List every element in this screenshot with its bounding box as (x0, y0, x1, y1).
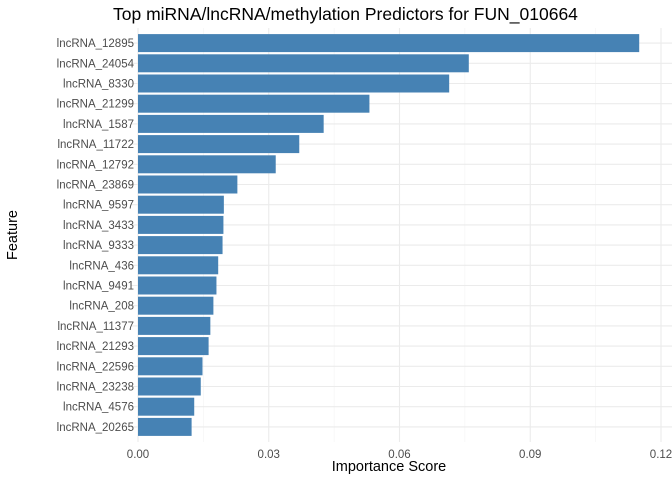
y-tick-label: lncRNA_12792 (57, 159, 134, 171)
x-axis-title: Importance Score (332, 459, 446, 475)
bar-lncRNA_12895 (138, 34, 640, 53)
bar-lncRNA_24054 (138, 54, 469, 73)
bar-lncRNA_23238 (138, 377, 201, 396)
y-tick-label: lncRNA_1587 (63, 119, 134, 131)
x-tick-label: 0.09 (519, 449, 541, 461)
y-tick-label: lncRNA_22596 (57, 361, 134, 373)
y-tick-label: lncRNA_20265 (57, 422, 134, 434)
y-tick-label: lncRNA_12895 (57, 38, 134, 50)
x-tick-label: 0.12 (650, 449, 672, 461)
bar-lncRNA_23869 (138, 175, 238, 194)
y-tick-label: lncRNA_11722 (57, 139, 134, 151)
bar-lncRNA_22596 (138, 357, 203, 376)
y-tick-labels: lncRNA_12895 lncRNA_24054 lncRNA_8330 lncRN… (57, 38, 135, 434)
y-tick-label: lncRNA_9491 (63, 281, 134, 293)
y-tick-label: lncRNA_23869 (57, 180, 134, 192)
bar-lncRNA_3433 (138, 215, 224, 234)
bar-lncRNA_20265 (138, 417, 192, 436)
y-axis-title: Feature (5, 210, 21, 260)
y-tick-label: lncRNA_4576 (63, 402, 134, 414)
y-tick-label: lncRNA_8330 (63, 79, 134, 91)
y-tick-label: lncRNA_21293 (57, 341, 134, 353)
y-tick-label: lncRNA_208 (69, 301, 134, 313)
x-tick-labels: 0.00 0.03 0.06 0.09 0.12 (127, 449, 672, 461)
bar-lncRNA_436 (138, 256, 219, 275)
bar-lncRNA_12792 (138, 155, 276, 174)
bar-lncRNA_21299 (138, 94, 370, 113)
y-tick-label: lncRNA_11377 (57, 321, 134, 333)
x-tick-label: 0.00 (127, 449, 149, 461)
bar-lncRNA_1587 (138, 114, 324, 133)
y-tick-label: lncRNA_21299 (57, 99, 134, 111)
y-tick-label: lncRNA_9597 (63, 200, 134, 212)
x-tick-label: 0.06 (388, 449, 410, 461)
y-tick-label: lncRNA_24054 (57, 58, 135, 70)
bar-lncRNA_11377 (138, 316, 211, 335)
bar-lncRNA_21293 (138, 337, 209, 356)
bar-lncRNA_9333 (138, 236, 223, 255)
bar-lncRNA_4576 (138, 397, 195, 416)
y-tick-label: lncRNA_23238 (57, 382, 134, 394)
bar-lncRNA_11722 (138, 135, 300, 154)
bar-lncRNA_208 (138, 296, 214, 315)
bar-lncRNA_8330 (138, 74, 450, 93)
y-tick-label: lncRNA_9333 (63, 240, 134, 252)
x-tick-label: 0.03 (258, 449, 280, 461)
y-tick-label: lncRNA_436 (69, 260, 134, 272)
bars (138, 34, 640, 436)
y-tick-label: lncRNA_3433 (63, 220, 134, 232)
bar-lncRNA_9491 (138, 276, 217, 295)
chart-title: Top miRNA/lncRNA/methylation Predictors … (113, 4, 578, 25)
bar-lncRNA_9597 (138, 195, 224, 214)
